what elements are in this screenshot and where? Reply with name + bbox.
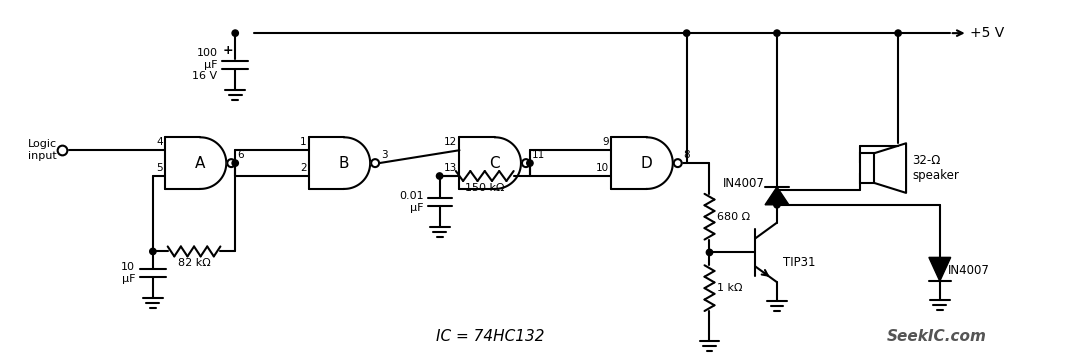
Text: Logic
input: Logic input xyxy=(28,140,56,161)
Polygon shape xyxy=(928,257,951,281)
Text: IN4007: IN4007 xyxy=(948,264,989,277)
Circle shape xyxy=(683,30,690,36)
Circle shape xyxy=(232,160,239,166)
Circle shape xyxy=(527,160,533,166)
Text: 8: 8 xyxy=(683,150,691,160)
Text: 150 kΩ: 150 kΩ xyxy=(465,183,504,193)
Text: 2: 2 xyxy=(300,163,307,173)
Text: 13: 13 xyxy=(445,163,457,173)
Circle shape xyxy=(774,30,780,36)
Text: 6: 6 xyxy=(238,150,244,160)
Circle shape xyxy=(774,201,780,208)
Text: 1 kΩ: 1 kΩ xyxy=(717,283,743,293)
Circle shape xyxy=(707,249,713,256)
Text: 3: 3 xyxy=(381,150,388,160)
Circle shape xyxy=(227,159,236,167)
Text: +5 V: +5 V xyxy=(970,26,1004,40)
Polygon shape xyxy=(874,143,906,193)
Circle shape xyxy=(371,159,379,167)
Text: 4: 4 xyxy=(156,137,163,147)
Circle shape xyxy=(436,173,442,179)
Text: 32-Ω
speaker: 32-Ω speaker xyxy=(912,154,959,182)
Text: 9: 9 xyxy=(602,137,610,147)
Text: +: + xyxy=(223,44,233,57)
Text: 10: 10 xyxy=(596,163,610,173)
Circle shape xyxy=(149,248,156,255)
Bar xyxy=(860,153,874,183)
Text: 680 Ω: 680 Ω xyxy=(717,212,750,222)
Text: A: A xyxy=(194,156,205,171)
Text: TIP31: TIP31 xyxy=(782,256,815,269)
Text: 10
μF: 10 μF xyxy=(122,262,135,284)
Text: D: D xyxy=(641,156,652,171)
Text: 82 kΩ: 82 kΩ xyxy=(178,258,210,268)
Text: 5: 5 xyxy=(156,163,163,173)
Text: 0.01
μF: 0.01 μF xyxy=(399,191,424,213)
Circle shape xyxy=(232,30,239,36)
Text: 100
μF
16 V: 100 μF 16 V xyxy=(192,48,217,82)
Text: 12: 12 xyxy=(445,137,457,147)
Text: SeekIC.com: SeekIC.com xyxy=(887,329,987,344)
Text: 11: 11 xyxy=(532,150,545,160)
Circle shape xyxy=(522,159,530,167)
Polygon shape xyxy=(765,187,789,205)
Text: C: C xyxy=(489,156,500,171)
Text: IN4007: IN4007 xyxy=(723,177,764,190)
Text: IC = 74HC132: IC = 74HC132 xyxy=(436,329,545,344)
Text: 1: 1 xyxy=(300,137,307,147)
Circle shape xyxy=(674,159,682,167)
Text: B: B xyxy=(338,156,349,171)
Circle shape xyxy=(895,30,902,36)
